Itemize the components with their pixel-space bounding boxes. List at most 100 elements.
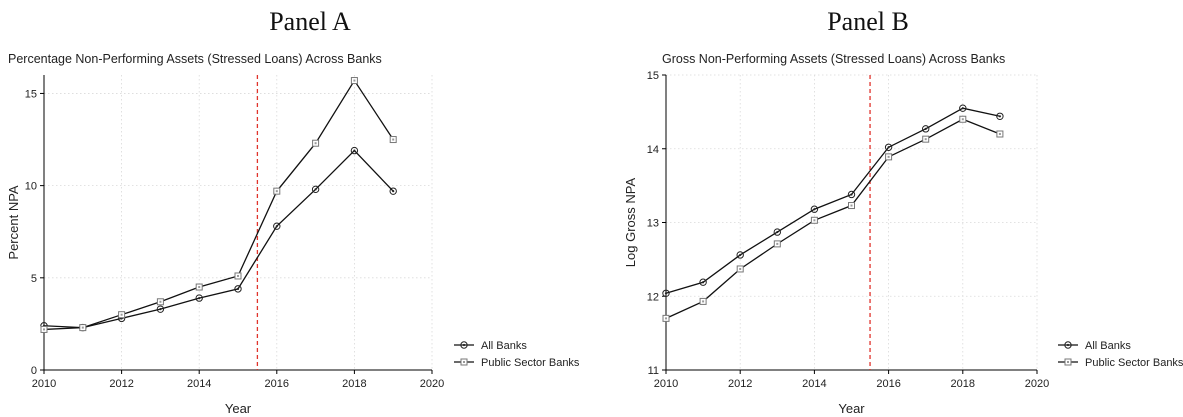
circle-data-point-center (314, 188, 317, 191)
chart-panel-a: Panel A Percentage Non-Performing Assets … (6, 7, 580, 416)
circle-data-point-center (275, 225, 278, 228)
legend-square-marker-center (1067, 361, 1069, 363)
square-data-point-center (314, 142, 317, 145)
square-data-point-center (353, 79, 356, 82)
circle-data-point-center (776, 230, 779, 234)
circle-data-point (884, 143, 893, 151)
x-axis-title: Year (838, 401, 865, 416)
series-public-sector-banks (40, 77, 397, 333)
x-tick-label: 2010 (654, 378, 678, 390)
square-data-point-center (739, 267, 742, 270)
chart-title: Percentage Non-Performing Assets (Stress… (8, 52, 382, 66)
circle-data-point-center (739, 253, 742, 257)
series-all-banks (662, 104, 1004, 297)
square-data-point-center (159, 300, 162, 303)
circle-data-point (810, 205, 819, 213)
x-tick-label: 2012 (728, 378, 752, 390)
square-data-point-center (850, 204, 853, 207)
legend-item: All Banks (454, 340, 527, 352)
y-tick-label: 12 (647, 291, 659, 303)
circle-data-point (736, 251, 744, 259)
panel-title: Panel A (269, 7, 351, 36)
circle-data-point-center (159, 308, 162, 311)
circle-data-point (389, 187, 397, 195)
circle-data-point (234, 285, 242, 293)
series-public-sector-banks (662, 115, 1004, 322)
legend-item: All Banks (1058, 340, 1131, 352)
circle-data-point (350, 146, 359, 155)
circle-data-point (847, 190, 856, 199)
circle-data-point-center (998, 115, 1002, 118)
panel-title: Panel B (827, 7, 909, 36)
circle-data-point (996, 112, 1004, 121)
x-tick-label: 2012 (109, 378, 133, 390)
circle-data-point-center (702, 281, 705, 284)
circle-data-point (195, 294, 203, 302)
x-tick-label: 2016 (876, 378, 900, 390)
y-tick-label: 13 (647, 218, 659, 230)
y-tick-label: 15 (25, 88, 37, 100)
legend-circle-marker-center (1066, 343, 1070, 347)
x-tick-label: 2018 (342, 378, 366, 390)
series-line (43, 79, 394, 331)
y-tick-label: 11 (648, 365, 659, 377)
x-tick-label: 2014 (802, 378, 826, 390)
circle-data-point-center (664, 292, 668, 295)
legend-item: Public Sector Banks (454, 357, 580, 369)
x-tick-label: 2020 (1025, 378, 1049, 390)
series-all-banks (40, 146, 397, 332)
square-data-point-center (81, 326, 84, 329)
legend: All Banks Public Sector Banks (454, 340, 580, 369)
square-data-point-center (43, 328, 45, 331)
legend-label: All Banks (481, 340, 527, 352)
circle-data-point-center (887, 146, 890, 149)
y-tick-label: 14 (647, 144, 659, 156)
circle-data-point (273, 222, 281, 230)
y-axis-title: Percent NPA (6, 185, 21, 260)
circle-data-point (156, 305, 165, 313)
circle-data-point-center (850, 193, 853, 196)
y-tick-label: 0 (31, 365, 37, 377)
circle-data-point (773, 228, 781, 236)
circle-data-point (959, 104, 967, 112)
chart-panel-b: Panel B Gross Non-Performing Assets (Stre… (623, 7, 1183, 416)
legend-circle-marker (1064, 341, 1072, 349)
circle-data-point (662, 289, 670, 297)
square-data-point-center (776, 242, 779, 245)
square-data-point-center (887, 155, 890, 158)
series-line (665, 118, 1001, 319)
series-line (43, 149, 394, 329)
series-line (665, 107, 1001, 294)
square-data-point-center (702, 300, 705, 303)
legend-item: Public Sector Banks (1058, 357, 1183, 369)
legend-label: Public Sector Banks (481, 357, 580, 369)
y-tick-label: 10 (25, 181, 37, 193)
x-tick-label: 2010 (32, 378, 56, 390)
x-axis-title: Year (225, 401, 252, 416)
legend-label: Public Sector Banks (1085, 357, 1183, 369)
square-data-point-center (961, 118, 964, 121)
square-data-point-center (924, 138, 927, 141)
x-tick-label: 2018 (951, 378, 975, 390)
square-data-point-center (998, 133, 1001, 135)
y-tick-label: 15 (647, 70, 659, 82)
circle-data-point-center (236, 287, 240, 290)
legend-circle-marker (460, 341, 468, 349)
legend-square-marker-center (463, 361, 465, 363)
legend-label: All Banks (1085, 340, 1131, 352)
square-data-point-center (198, 286, 201, 289)
square-data-point-center (665, 317, 667, 320)
square-data-point-center (237, 274, 239, 277)
legend-circle-marker-center (462, 343, 466, 347)
x-tick-label: 2020 (420, 378, 444, 390)
circle-data-point (311, 185, 320, 194)
square-data-point-center (392, 138, 395, 141)
legend: All Banks Public Sector Banks (1058, 340, 1183, 369)
chart-title: Gross Non-Performing Assets (Stressed Lo… (662, 52, 1005, 66)
square-data-point-center (120, 313, 123, 316)
circle-data-point-center (353, 149, 356, 152)
square-data-point-center (275, 190, 278, 193)
circle-data-point (922, 125, 930, 133)
circle-data-point-center (813, 208, 816, 211)
